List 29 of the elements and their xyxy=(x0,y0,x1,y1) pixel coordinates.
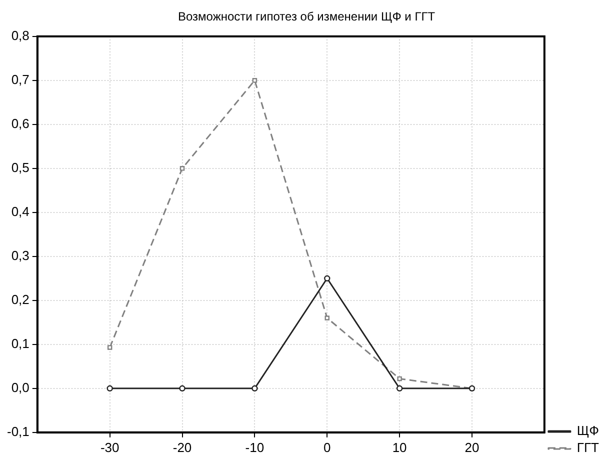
y-tick-label: 0,0 xyxy=(11,380,30,395)
x-tick-label: 0 xyxy=(324,440,331,455)
point xyxy=(179,385,186,392)
y-tick-label: 0,5 xyxy=(11,160,30,175)
x-tick-label: -20 xyxy=(172,440,192,455)
chart-title: Возможности гипотез об изменении ЩФ и ГГТ xyxy=(178,10,436,24)
x-tick-label: 10 xyxy=(392,440,407,455)
y-tick-label: -0,1 xyxy=(6,424,30,439)
point xyxy=(252,385,258,392)
point xyxy=(324,275,330,282)
y-tick-label: 0,2 xyxy=(11,292,30,307)
point xyxy=(397,376,402,382)
point xyxy=(106,385,113,392)
x-tick-label: -10 xyxy=(245,440,264,455)
x-tick-label: -30 xyxy=(100,440,120,455)
point xyxy=(396,385,403,392)
legend-label: ЩФ xyxy=(576,423,600,438)
point xyxy=(180,166,185,171)
point xyxy=(107,345,112,350)
point xyxy=(324,316,330,320)
x-tick-label: 20 xyxy=(464,440,480,455)
legend-label: ГГТ xyxy=(576,440,600,456)
point xyxy=(252,78,258,83)
y-tick-label: 0,4 xyxy=(11,204,30,219)
y-tick-label: 0,6 xyxy=(11,116,30,131)
y-tick-label: 0,1 xyxy=(11,336,30,351)
y-tick-label: 0,3 xyxy=(11,248,30,263)
y-tick-label: 0,7 xyxy=(11,72,30,87)
y-tick-label: 0,8 xyxy=(11,28,30,43)
